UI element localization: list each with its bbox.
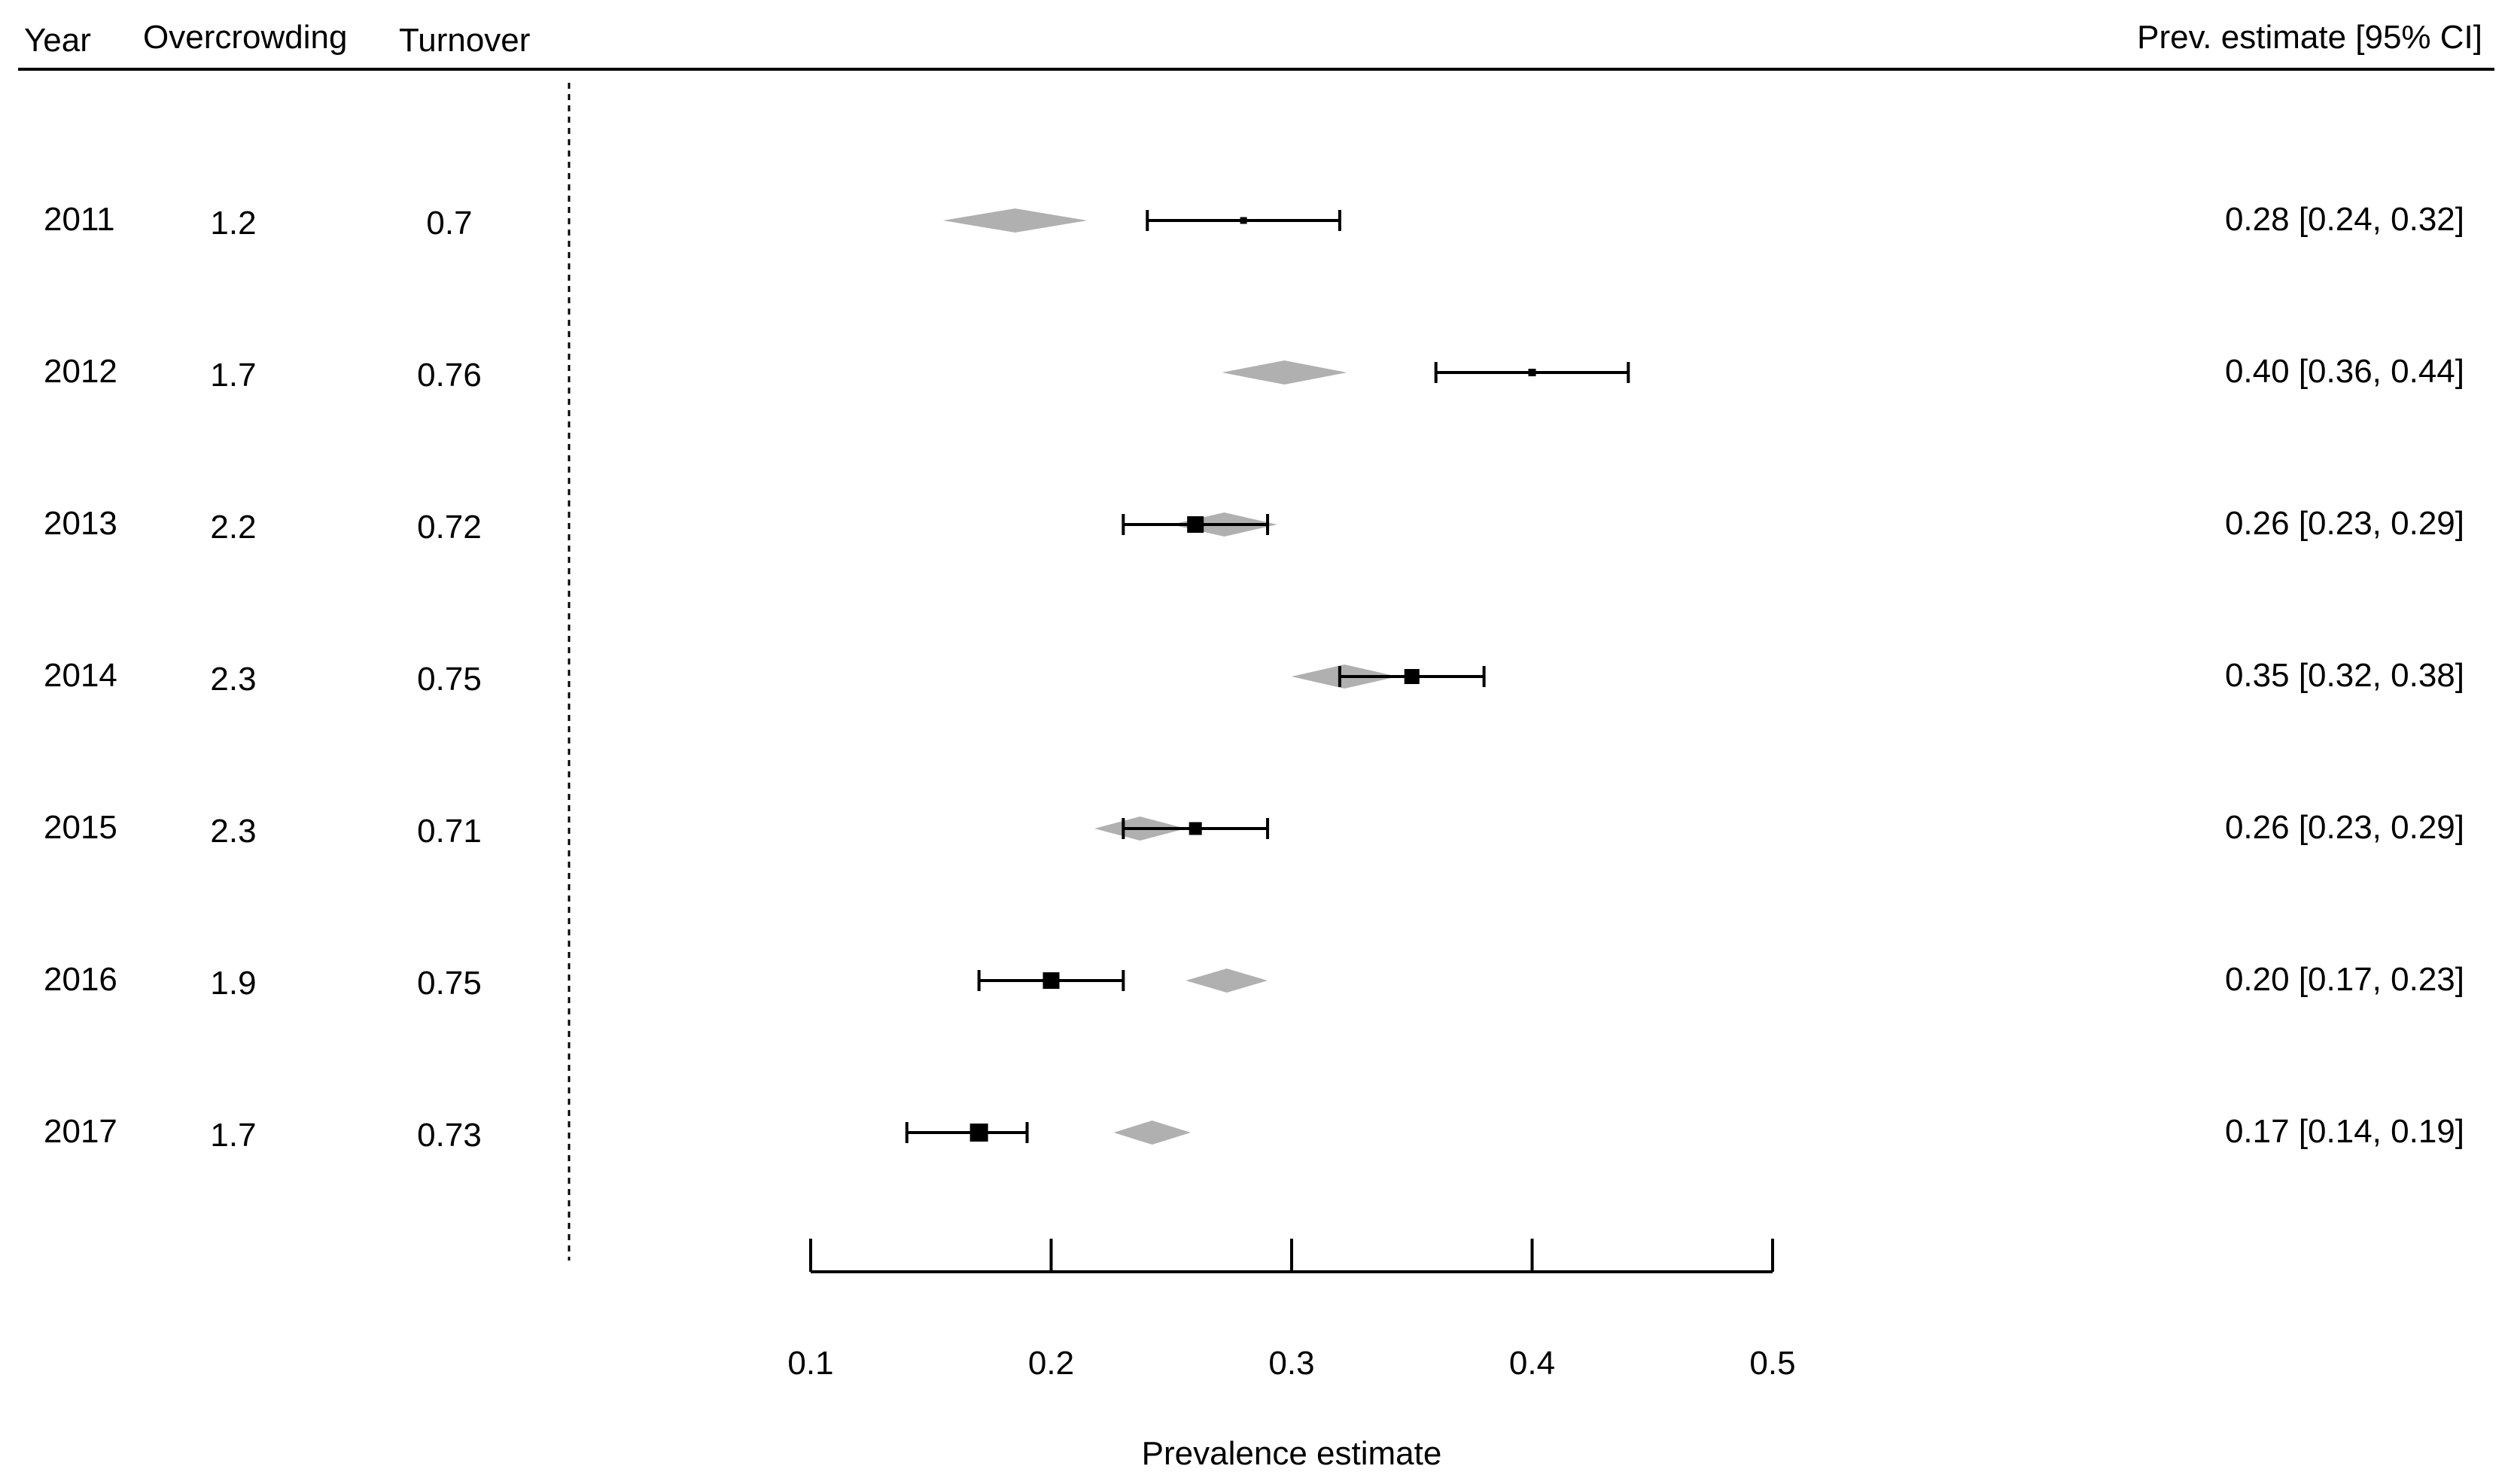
row-turnover: 0.75 <box>417 661 482 698</box>
header-estimate: Prev. estimate [95% CI] <box>2137 19 2482 56</box>
forest-row: 2017 1.7 0.73 0.17 [0.14, 0.19] <box>44 1113 2464 1154</box>
row-year: 2011 <box>44 201 115 238</box>
row-estimate-label: 0.35 [0.32, 0.38] <box>2225 657 2464 694</box>
row-overcrowding: 1.7 <box>210 357 256 394</box>
point-estimate <box>1404 669 1420 684</box>
header-turnover: Turnover <box>399 22 530 59</box>
row-estimate-label: 0.26 [0.23, 0.29] <box>2225 505 2464 542</box>
point-estimate <box>1042 972 1060 989</box>
forest-row: 2011 1.2 0.7 0.28 [0.24, 0.32] <box>44 201 2464 242</box>
header-year: Year <box>24 22 91 59</box>
row-year: 2015 <box>44 809 117 846</box>
row-overcrowding: 1.9 <box>210 965 256 1002</box>
point-estimate <box>1187 516 1204 533</box>
row-overcrowding: 1.7 <box>210 1117 256 1154</box>
forest-row: 2012 1.7 0.76 0.40 [0.36, 0.44] <box>44 353 2464 394</box>
row-turnover: 0.72 <box>417 509 482 546</box>
x-tick-label: 0.4 <box>1509 1345 1555 1382</box>
row-turnover: 0.73 <box>417 1117 482 1154</box>
x-axis-label: Prevalence estimate <box>1142 1435 1442 1472</box>
row-turnover: 0.76 <box>417 357 482 394</box>
row-overcrowding: 2.3 <box>210 661 256 698</box>
point-estimate <box>969 1124 988 1142</box>
row-year: 2017 <box>44 1113 117 1150</box>
predicted-diamond <box>1113 1121 1191 1145</box>
row-estimate-label: 0.28 [0.24, 0.32] <box>2225 201 2464 238</box>
row-year: 2014 <box>44 657 117 694</box>
forest-row: 2016 1.9 0.75 0.20 [0.17, 0.23] <box>44 961 2464 1002</box>
forest-row: 2014 2.3 0.75 0.35 [0.32, 0.38] <box>44 657 2464 698</box>
row-turnover: 0.71 <box>417 813 482 850</box>
point-estimate <box>1528 369 1536 376</box>
predicted-diamond <box>942 208 1088 233</box>
row-estimate-label: 0.17 [0.14, 0.19] <box>2225 1113 2464 1150</box>
row-overcrowding: 2.2 <box>210 509 256 546</box>
forest-row: 2015 2.3 0.71 0.26 [0.23, 0.29] <box>44 809 2464 850</box>
x-axis: 0.1 0.2 0.3 0.4 0.5 <box>787 1239 1796 1382</box>
forest-row: 2013 2.2 0.72 0.26 [0.23, 0.29] <box>44 505 2464 546</box>
x-tick-label: 0.2 <box>1028 1345 1074 1382</box>
row-overcrowding: 1.2 <box>210 205 256 242</box>
row-turnover: 0.7 <box>426 205 472 242</box>
x-tick-label: 0.5 <box>1749 1345 1795 1382</box>
row-year: 2012 <box>44 353 117 390</box>
row-estimate-label: 0.20 [0.17, 0.23] <box>2225 961 2464 998</box>
point-estimate <box>1189 822 1202 835</box>
row-estimate-label: 0.40 [0.36, 0.44] <box>2225 353 2464 390</box>
row-overcrowding: 2.3 <box>210 813 256 850</box>
x-tick-label: 0.1 <box>787 1345 833 1382</box>
row-estimate-label: 0.26 [0.23, 0.29] <box>2225 809 2464 846</box>
point-estimate <box>1240 217 1247 224</box>
header-overcrowding: Overcrowding <box>143 19 347 56</box>
predicted-diamond <box>1222 360 1347 385</box>
rows-layer: 2011 1.2 0.7 0.28 [0.24, 0.32] 2012 1.7 0.76 0.… <box>44 201 2464 1154</box>
row-turnover: 0.75 <box>417 965 482 1002</box>
predicted-diamond <box>1185 969 1268 993</box>
x-tick-label: 0.3 <box>1268 1345 1314 1382</box>
row-year: 2016 <box>44 961 117 998</box>
row-year: 2013 <box>44 505 117 542</box>
